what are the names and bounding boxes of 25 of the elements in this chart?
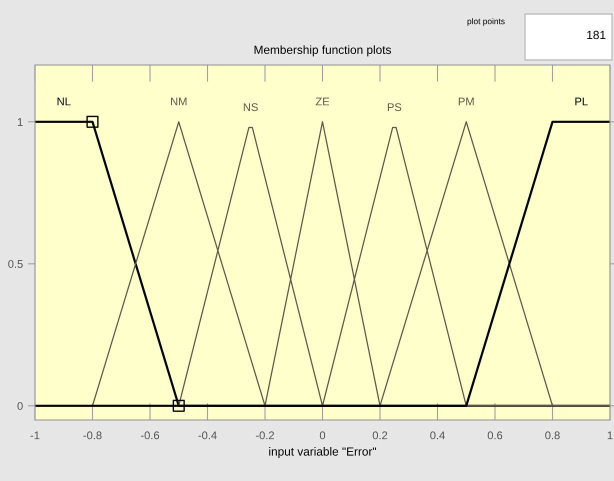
text: plot points xyxy=(468,18,505,26)
x-tick-label: 0.4 xyxy=(430,431,445,440)
series-label: NM xyxy=(171,98,186,106)
text: 181 xyxy=(587,30,606,40)
x-tick-label: -0.2 xyxy=(256,431,274,440)
x-tick-label: 0.2 xyxy=(372,431,388,440)
series-label: PL xyxy=(575,98,588,106)
x-tick-label: -0.4 xyxy=(198,431,217,440)
chart-title: Membership function plots xyxy=(254,45,391,56)
series-label: PM xyxy=(458,98,474,106)
x-tick-label: -0.6 xyxy=(140,431,160,440)
x-tick-label: 0 xyxy=(320,431,326,440)
x-tick-label: 0.6 xyxy=(488,431,502,440)
x-tick-label: 0.8 xyxy=(545,431,560,440)
y-tick-label: 0.5 xyxy=(8,260,23,268)
series-label: NS xyxy=(244,103,258,112)
y-tick-label: 1 xyxy=(18,118,23,126)
y-tick-label: 0 xyxy=(17,402,23,410)
series-label: PS xyxy=(388,103,402,112)
x-tick-label: -0.8 xyxy=(83,431,102,440)
x-tick-label: -1 xyxy=(30,432,40,440)
x-tick-label: 1 xyxy=(608,432,613,440)
series-label: ZE xyxy=(316,98,330,106)
series-label: NL xyxy=(58,98,70,106)
x-axis-title: input variable "Error" xyxy=(269,447,376,458)
